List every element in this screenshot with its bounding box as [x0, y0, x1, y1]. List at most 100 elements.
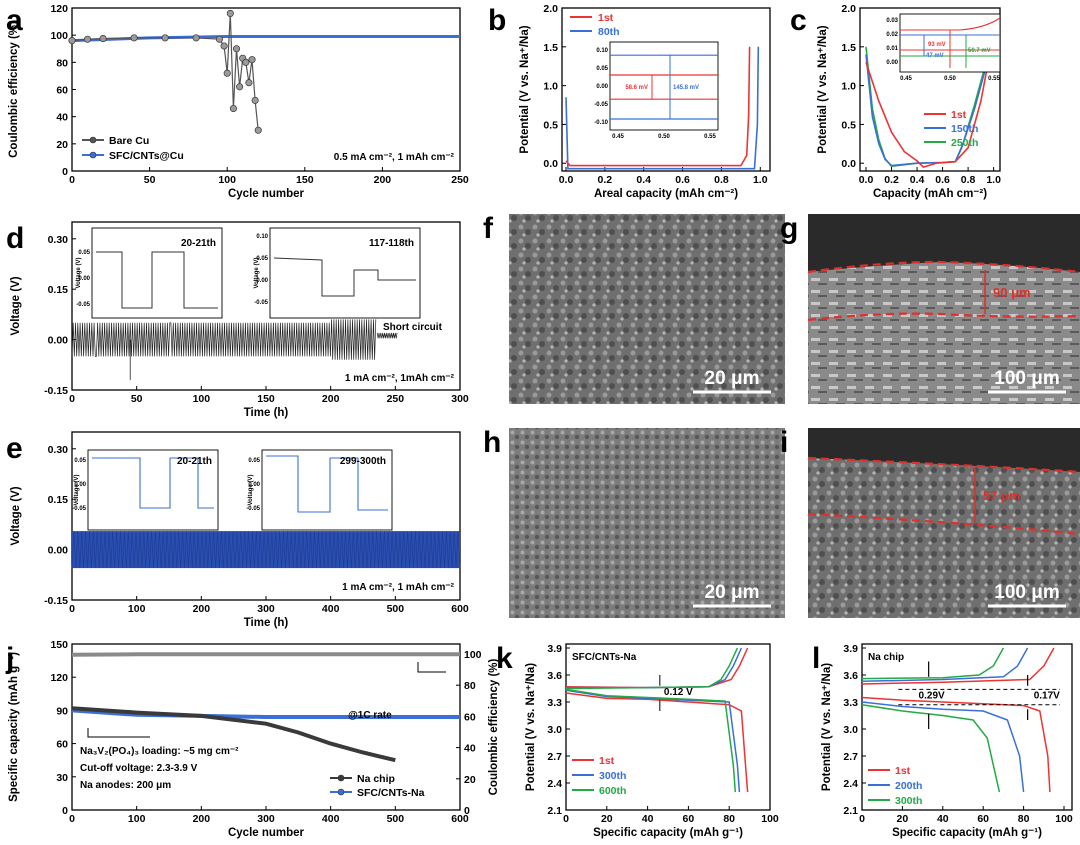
- d-xtick-label: 50: [131, 393, 143, 405]
- k-panel-label: k: [496, 642, 513, 675]
- j-ytick-right-label: 60: [464, 711, 476, 723]
- b-xtick-label: 1.0: [753, 174, 768, 186]
- series-bare-cu-voltage: [71, 319, 377, 360]
- c-legend-150th-label: 150th: [951, 123, 978, 135]
- point-bare-cu: [245, 79, 253, 87]
- l-xlabel: Specific capacity (mAh g⁻¹): [892, 827, 1042, 839]
- l-xtick-label: 60: [977, 813, 989, 825]
- series-na-chip: [71, 706, 396, 763]
- j-ytick-right-label: 80: [464, 680, 476, 692]
- series-coulombic-efficiency: [71, 652, 460, 657]
- b-inset-red-label: 58.6 mV: [625, 85, 648, 91]
- panel-l: 0 20 40 60 80 100 2.1 2.4 2.7 3.0 3.3 3.6 3.9 0.29V 0.…: [812, 642, 1073, 839]
- c-xtick-label: 0.8: [961, 174, 976, 186]
- d-xtick-label: 300: [451, 393, 469, 405]
- i-measure-label: 57 μm: [983, 488, 1021, 503]
- c-ylabel: Potential (V vs. Na⁺/Na): [817, 25, 829, 153]
- k-ytick-label: 2.1: [547, 805, 562, 817]
- k-ytick-label: 3.0: [547, 724, 562, 736]
- c-ytick-label: 0.5: [841, 119, 856, 131]
- b-inset-xtick: 0.55: [704, 134, 716, 140]
- i-bottom-boundary: [807, 512, 1080, 536]
- e-xtick-label: 600: [451, 603, 469, 615]
- c-inset-ytick: 0.03: [886, 18, 898, 24]
- f-scale-label: 20 μm: [705, 368, 760, 389]
- panel-k: 0 20 40 60 80 100 2.1 2.4 2.7 3.0 3.3 3.6 3.9 0.12 V P…: [496, 642, 779, 839]
- point-bare-cu: [68, 37, 76, 45]
- d-ytick-label: 0.15: [48, 284, 69, 296]
- j-ytick-label: 150: [50, 639, 68, 651]
- series-sfc-cnts-na: [71, 708, 460, 719]
- d-short-circuit: Short circuit: [383, 322, 443, 333]
- series-k-1: [565, 689, 741, 793]
- a-xtick-label: 100: [218, 174, 236, 186]
- k-ytick-label: 2.7: [547, 751, 562, 763]
- d-ytick-label: 0.30: [48, 234, 69, 246]
- a-xtick-label: 250: [451, 174, 469, 186]
- g-panel-label: g: [780, 212, 798, 245]
- g-bottom-boundary: [807, 312, 1080, 322]
- l-ytick-label: 3.0: [843, 724, 858, 736]
- a-ytick-label: 0: [62, 166, 68, 178]
- f-panel-label: f: [483, 212, 494, 245]
- e-inset2-ytick: -0.05: [246, 506, 260, 512]
- d-inset1-frame: [91, 227, 223, 319]
- c-xlabel: Capacity (mAh cm⁻²): [873, 188, 987, 200]
- j-xtick-label: 200: [193, 813, 211, 825]
- j-xtick-label: 600: [451, 813, 469, 825]
- a-xlabel: Cycle number: [228, 188, 305, 200]
- j-xtick-label: 100: [128, 813, 146, 825]
- b-inset-frame: [609, 41, 719, 131]
- d-xtick-label: 250: [387, 393, 405, 405]
- c-xtick-label: 0.2: [884, 174, 899, 186]
- d-inset1-ytick: 0.05: [78, 250, 90, 256]
- c-ytick-label: 0.0: [841, 158, 856, 170]
- h-scale-label: 20 μm: [705, 582, 760, 603]
- point-bare-cu: [242, 58, 250, 66]
- a-panel-label: a: [6, 4, 23, 37]
- e-xtick-label: 100: [128, 603, 146, 615]
- point-bare-cu: [236, 83, 244, 91]
- a-ytick-label: 20: [56, 139, 68, 151]
- a-xtick-label: 50: [144, 174, 156, 186]
- point-bare-cu: [220, 42, 228, 50]
- panel-d: 0 50 100 150 200 250 300 -0.15 0.00 0.15 0.30 Volta…: [6, 221, 469, 419]
- panel-g: 90 μm 100 μm g: [780, 212, 1080, 404]
- k-ytick-label: 2.4: [547, 778, 562, 790]
- e-inset1-title: 20-21th: [177, 456, 212, 467]
- a-ytick-label: 60: [56, 85, 68, 97]
- e-inset2-ytick: 0.05: [248, 458, 260, 464]
- c-inset-ytick: 0.01: [886, 46, 898, 52]
- panel-b: 0.0 0.2 0.4 0.6 0.8 1.0 0.0 0.5 1.0 1.5 2.0 Potenti…: [488, 3, 771, 200]
- a-legend-sfc-marker: [89, 151, 97, 159]
- b-ytick-label: 0.0: [543, 158, 558, 170]
- c-inset-red-label: 93 mV: [928, 42, 946, 48]
- c-inset-green-label: 50.7 mV: [968, 48, 991, 54]
- b-xtick-label: 0.6: [675, 174, 690, 186]
- e-inset2-frame: [261, 449, 393, 531]
- f-sem-image: [509, 214, 785, 404]
- j-xtick-label: 0: [69, 813, 75, 825]
- a-legend-bare-cu-marker: [89, 136, 97, 144]
- panel-c: 0.0 0.2 0.4 0.6 0.8 1.0 0.0 0.5 1.0 1.5 2.0 Potenti…: [790, 3, 1001, 200]
- d-xtick-label: 200: [322, 393, 340, 405]
- a-legend-sfc-label: SFC/CNTs@Cu: [109, 150, 184, 162]
- l-ytick-label: 3.6: [843, 670, 858, 682]
- a-ytick-label: 100: [50, 30, 68, 42]
- g-measure-label: 90 μm: [993, 285, 1031, 300]
- k-legend-1st-label: 1st: [599, 755, 615, 767]
- j-legend-sfc-marker: [337, 788, 345, 796]
- h-sem-image: [509, 428, 785, 618]
- d-inset1-title: 20-21th: [181, 238, 216, 249]
- e-ytick-label: 0.00: [48, 545, 69, 557]
- a-legend-bare-cu-label: Bare Cu: [109, 135, 149, 147]
- a-ytick-label: 80: [56, 57, 68, 69]
- d-inset2-wave: [273, 257, 416, 297]
- series-l-2: [861, 703, 1001, 793]
- point-bare-cu: [223, 69, 231, 77]
- l-ytick-label: 3.3: [843, 697, 858, 709]
- g-sem-background: [808, 214, 1080, 272]
- b-panel-label: b: [488, 4, 506, 37]
- e-inset2-ylabel: Voltage (V): [248, 475, 254, 506]
- b-xtick-label: 0.0: [559, 174, 574, 186]
